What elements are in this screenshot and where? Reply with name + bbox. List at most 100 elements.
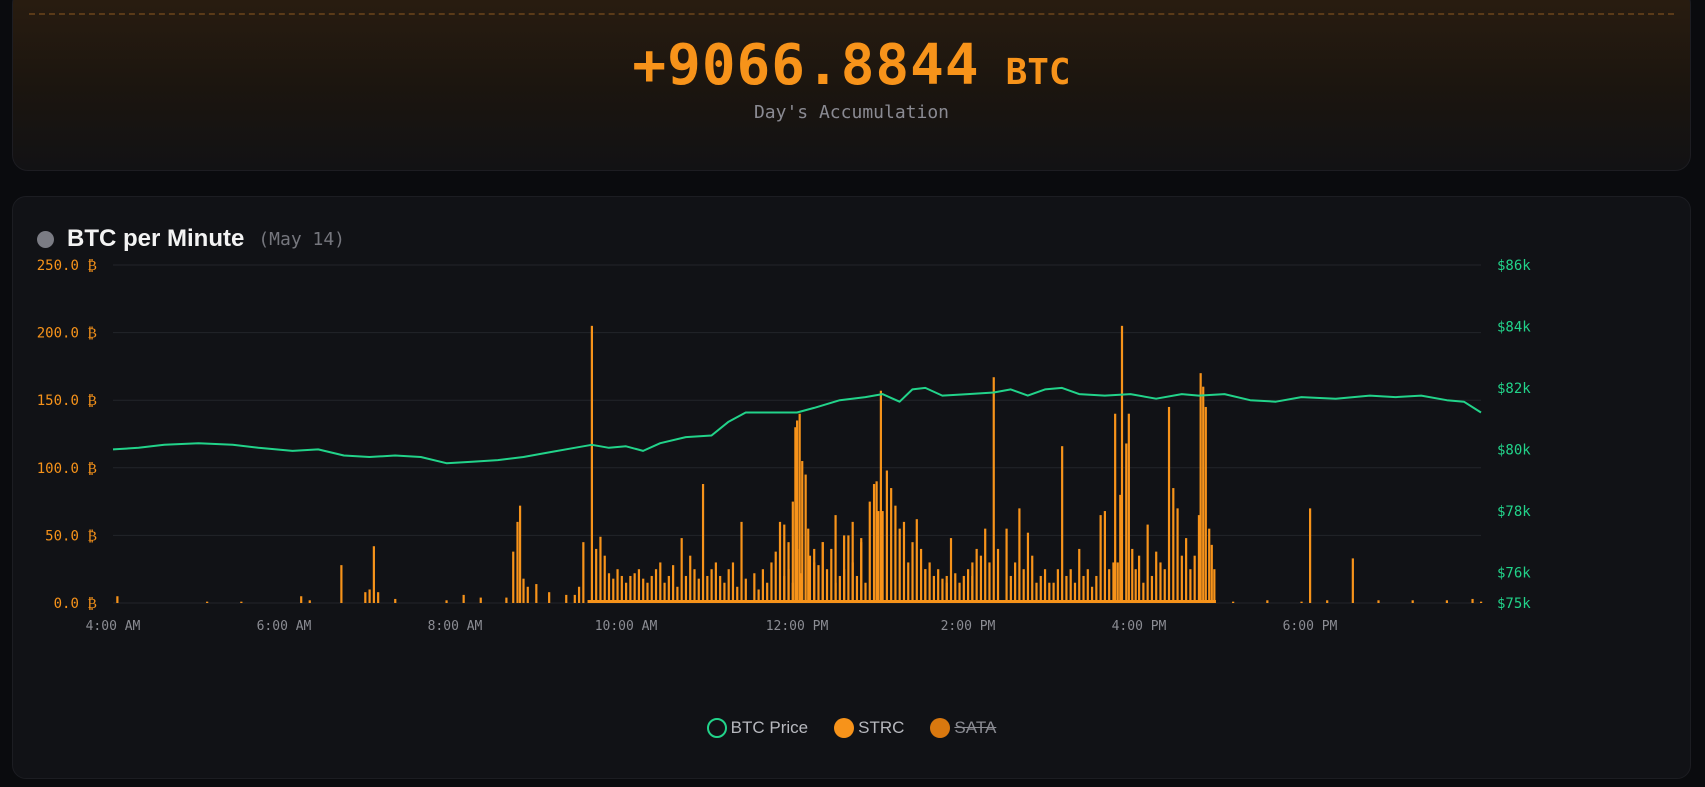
strc-bar: [372, 546, 375, 603]
strc-bar: [680, 538, 683, 603]
x-axis-tick-label: 2:00 PM: [941, 619, 996, 634]
strc-bar: [1351, 558, 1354, 603]
strc-bar: [727, 569, 730, 603]
y-axis-right-tick-label: $80k: [1497, 442, 1531, 458]
strc-bar: [1099, 515, 1102, 603]
strc-bar: [928, 562, 931, 603]
strc-bar: [706, 575, 709, 603]
x-axis-tick-label: 6:00 AM: [257, 619, 312, 634]
strc-bar: [902, 521, 906, 603]
strc-bar: [505, 597, 508, 603]
strc-bar: [1065, 575, 1068, 603]
strc-bar: [907, 562, 910, 603]
strc-bar: [1120, 325, 1124, 603]
legend-marker-icon: [706, 718, 727, 738]
strc-bar: [798, 413, 801, 603]
strc-bar: [659, 562, 662, 603]
strc-bar: [462, 594, 465, 603]
legend-item-sata[interactable]: SATA: [930, 718, 996, 738]
strc-bar: [377, 592, 380, 603]
strc-bar: [616, 569, 619, 603]
y-axis-left-tick-label: 0.0 ₿: [54, 596, 97, 612]
strc-bar: [697, 578, 700, 603]
strc-bar: [1326, 600, 1329, 603]
strc-bar: [996, 548, 1000, 603]
strc-bar: [804, 474, 807, 603]
strc-bar: [979, 555, 983, 603]
legend-item-btc-price[interactable]: BTC Price: [706, 718, 808, 738]
strc-bar: [1056, 569, 1059, 603]
strc-bar: [1061, 446, 1064, 603]
strc-bar: [791, 501, 794, 603]
strc-bar: [825, 569, 829, 603]
strc-bar: [595, 548, 598, 603]
y-axis-left-tick-label: 150.0 ₿: [37, 393, 97, 409]
strc-bar: [1155, 551, 1158, 603]
strc-bar: [723, 582, 726, 603]
strc-bar: [582, 542, 585, 603]
strc-bar: [898, 528, 901, 603]
strc-bar: [116, 596, 119, 603]
strc-bar: [736, 586, 739, 603]
strc-bar: [368, 589, 371, 603]
strc-bar: [1127, 413, 1130, 603]
strc-bar: [1176, 508, 1179, 603]
strc-bar: [479, 597, 482, 603]
strc-bar: [740, 521, 743, 603]
strc-bar: [526, 586, 529, 603]
strc-bar: [1086, 569, 1089, 603]
x-axis-tick-label: 8:00 AM: [428, 619, 483, 634]
card-divider: [29, 13, 1674, 15]
legend-item-strc[interactable]: STRC: [834, 718, 904, 738]
strc-bar: [919, 548, 923, 603]
strc-bar: [1180, 555, 1183, 603]
strc-bar: [1210, 544, 1213, 603]
strc-bar: [855, 575, 859, 603]
x-axis-tick-label: 12:00 PM: [766, 619, 829, 634]
strc-bar: [620, 575, 623, 603]
strc-bar: [719, 575, 722, 603]
legend-label: STRC: [858, 718, 905, 737]
x-axis-tick-label: 4:00 PM: [1112, 619, 1167, 634]
legend-marker-icon: [834, 718, 855, 738]
strc-bar: [646, 582, 649, 603]
chart-legend: BTC Price STRC SATA: [13, 718, 1690, 738]
strc-bar: [633, 573, 636, 603]
accumulation-unit: BTC: [1005, 52, 1071, 93]
strc-bar: [603, 555, 606, 603]
strc-bar: [1039, 575, 1042, 603]
strc-bar: [394, 598, 397, 603]
strc-bar: [1163, 569, 1166, 603]
strc-bar: [625, 582, 628, 603]
strc-bar: [877, 511, 880, 603]
y-axis-right-tick-label: $84k: [1497, 319, 1531, 335]
strc-bar: [1167, 406, 1171, 603]
strc-bar: [650, 575, 653, 603]
strc-bar: [937, 569, 940, 603]
strc-bar: [1146, 524, 1149, 603]
strc-bar: [1125, 443, 1128, 603]
strc-bar: [807, 528, 810, 603]
strc-bar: [1031, 555, 1034, 603]
y-axis-left-tick-label: 200.0 ₿: [37, 326, 97, 342]
strc-bar: [830, 548, 833, 603]
strc-bar: [445, 600, 448, 603]
strc-bar: [1159, 562, 1162, 603]
strc-bar: [1202, 386, 1205, 603]
legend-label: SATA: [954, 718, 997, 737]
strc-bar: [1022, 569, 1025, 603]
strc-bar: [757, 589, 760, 603]
chart-header: BTC per Minute (May 14): [37, 225, 345, 253]
strc-bar: [1014, 562, 1017, 603]
strc-bar: [962, 575, 965, 603]
chart-title: BTC per Minute: [67, 225, 245, 252]
strc-bar: [967, 569, 970, 603]
strc-bar: [512, 551, 515, 603]
accumulation-caption: Day's Accumulation: [753, 102, 950, 123]
strc-bar: [1199, 373, 1202, 603]
strc-bar: [1445, 600, 1448, 603]
strc-bar: [1119, 494, 1122, 603]
strc-bar: [761, 569, 764, 603]
x-axis-tick-label: 6:00 PM: [1283, 619, 1338, 634]
strc-bar: [1193, 555, 1196, 603]
